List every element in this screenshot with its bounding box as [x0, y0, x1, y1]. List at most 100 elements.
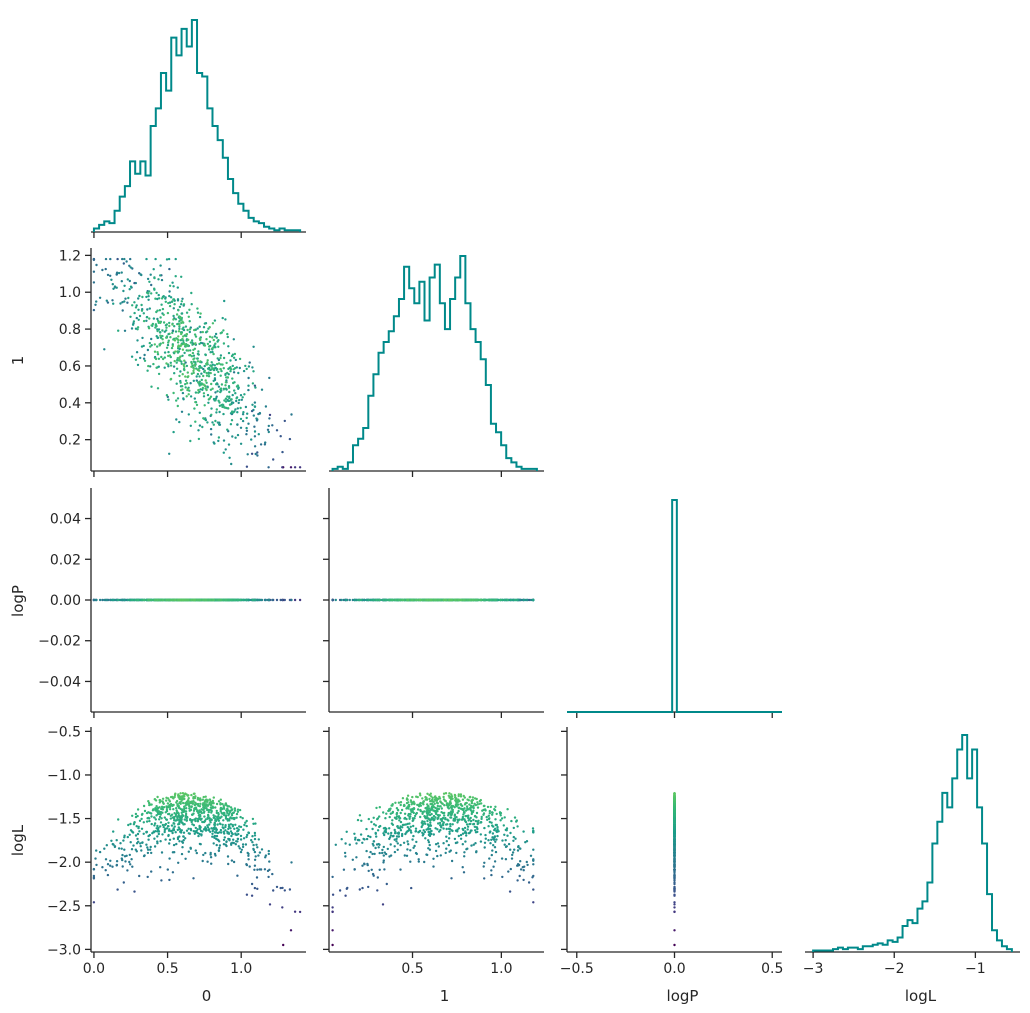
scatter-point: [204, 851, 207, 855]
scatter-point: [212, 368, 216, 372]
scatter-point: [473, 802, 476, 805]
scatter-point: [189, 341, 193, 344]
scatter-point: [189, 808, 193, 812]
scatter-point: [239, 426, 243, 429]
scatter-point: [152, 362, 155, 366]
scatter-point: [208, 345, 211, 348]
scatter-point: [145, 319, 148, 322]
x-tick-label: −0.5: [560, 961, 594, 977]
scatter-point: [252, 822, 255, 825]
scatter-point: [238, 398, 241, 402]
scatter-point: [182, 835, 185, 838]
scatter-point: [673, 885, 676, 889]
scatter-point: [392, 834, 395, 838]
scatter-point: [254, 855, 257, 858]
scatter-point: [488, 817, 491, 820]
scatter-point: [234, 832, 237, 835]
scatter-point: [293, 466, 297, 469]
scatter-point: [412, 846, 415, 849]
scatter-point: [111, 299, 114, 302]
scatter-point: [159, 336, 163, 339]
scatter-point: [483, 598, 486, 602]
scatter-point: [168, 267, 171, 271]
scatter-point: [219, 368, 222, 371]
scatter-point: [229, 827, 232, 830]
scatter-point: [522, 598, 525, 602]
scatter-point: [267, 430, 270, 434]
scatter-point: [116, 888, 119, 891]
scatter-point: [453, 793, 457, 797]
scatter-point: [101, 598, 104, 602]
scatter-point: [143, 809, 147, 813]
scatter-point: [137, 825, 140, 828]
scatter-point: [281, 886, 284, 890]
scatter-point: [433, 798, 436, 801]
scatter-point: [188, 807, 191, 810]
scatter-point: [242, 411, 245, 414]
scatter-point: [171, 598, 174, 602]
scatter-point: [245, 824, 248, 828]
scatter-point: [361, 841, 364, 844]
scatter-point: [224, 318, 227, 321]
scatter-point: [224, 397, 228, 400]
scatter-point: [162, 313, 165, 316]
scatter-point: [214, 806, 217, 809]
scatter-point: [146, 369, 149, 372]
scatter-point: [204, 353, 207, 357]
scatter-point: [220, 383, 224, 386]
scatter-point: [168, 321, 171, 325]
scatter-point: [382, 854, 385, 857]
scatter-point: [206, 860, 209, 863]
scatter-point: [234, 843, 237, 846]
scatter-point: [187, 850, 190, 853]
scatter-point: [236, 808, 240, 811]
scatter-point: [214, 818, 217, 821]
scatter-point: [167, 363, 170, 366]
scatter-point: [228, 456, 231, 459]
y-tick-label: 1.0: [59, 285, 81, 301]
scatter-point: [181, 598, 185, 602]
scatter-point: [205, 798, 208, 801]
scatter-point: [236, 433, 240, 437]
scatter-point: [387, 832, 390, 835]
scatter-point: [129, 266, 132, 269]
scatter-point: [189, 846, 192, 849]
scatter-point: [182, 303, 186, 306]
scatter-point: [396, 808, 400, 812]
scatter-point: [397, 831, 400, 834]
scatter-point: [399, 843, 402, 847]
scatter-point: [264, 854, 268, 857]
x-tick-label: 0.5: [156, 961, 178, 977]
x-tick-label: 0.5: [401, 961, 423, 977]
scatter-point: [147, 800, 150, 803]
scatter-point: [210, 407, 213, 410]
scatter-point: [179, 381, 182, 384]
scatter-point: [157, 832, 160, 836]
scatter-point: [485, 815, 488, 819]
scatter-point: [236, 598, 240, 602]
scatter-point: [404, 823, 407, 826]
scatter-point: [149, 365, 152, 368]
scatter-point: [406, 840, 409, 843]
scatter-point: [168, 799, 171, 802]
scatter-point: [171, 795, 174, 799]
scatter-point: [122, 262, 126, 265]
scatter-point: [94, 303, 97, 306]
scatter-point: [252, 847, 255, 851]
scatter-point: [187, 315, 190, 318]
scatter-point: [199, 331, 202, 334]
scatter-point: [245, 465, 249, 468]
scatter-point: [92, 308, 96, 312]
scatter-point: [164, 300, 167, 303]
scatter-point: [152, 830, 155, 833]
scatter-point: [217, 815, 220, 818]
scatter-point: [489, 598, 492, 602]
scatter-point: [148, 307, 151, 310]
scatter-point: [193, 832, 196, 835]
scatter-point: [171, 281, 174, 284]
scatter-point: [170, 813, 174, 816]
scatter-point: [474, 814, 477, 818]
scatter-point: [463, 851, 466, 854]
scatter-point: [271, 872, 274, 876]
scatter-point: [289, 466, 293, 469]
